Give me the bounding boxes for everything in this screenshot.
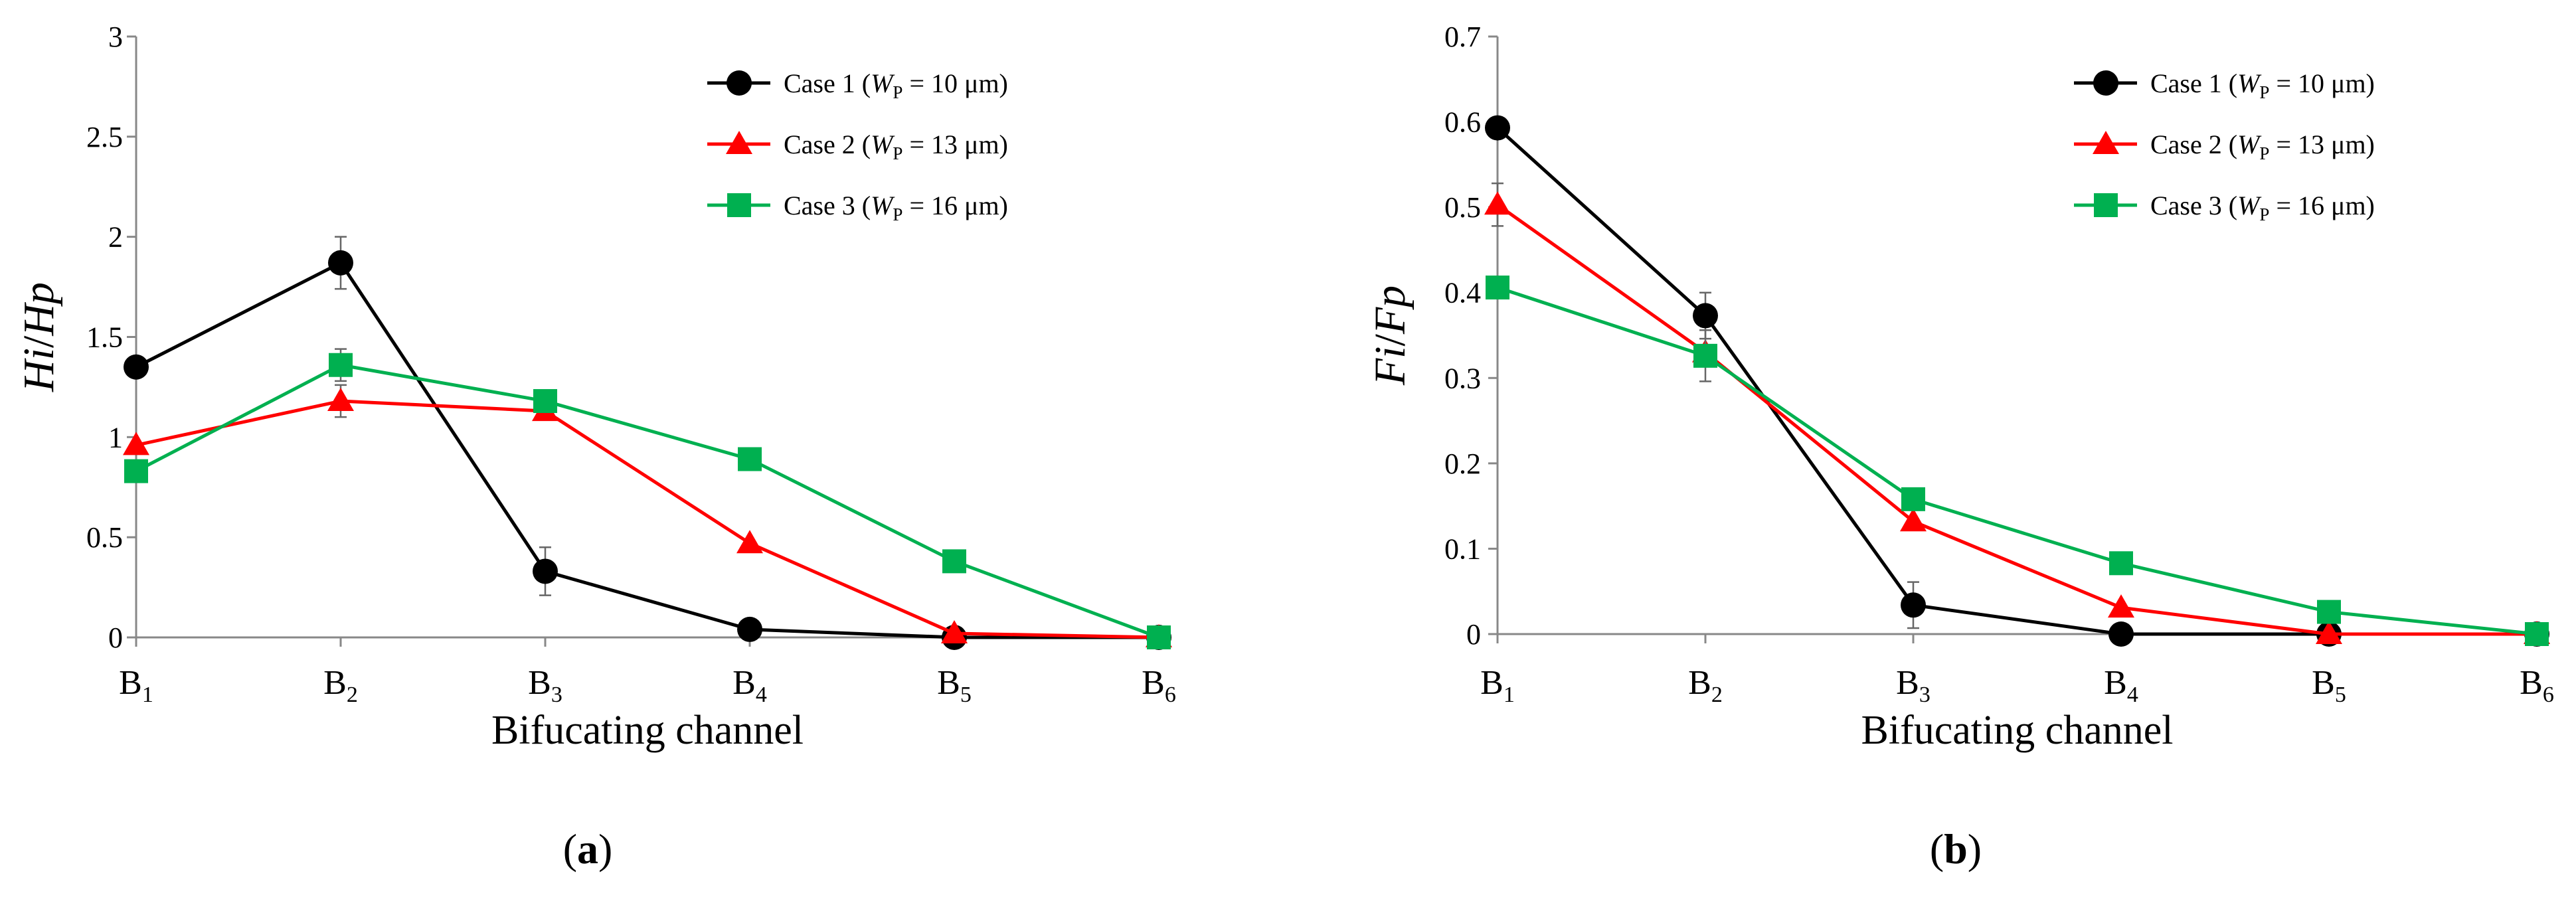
legend-marker	[2093, 131, 2119, 154]
x-tick-label: B4	[732, 664, 767, 707]
legend-label: Case 1 (WP = 10 μm)	[2150, 68, 2375, 102]
series-line	[1497, 286, 2537, 636]
legend-marker	[726, 131, 752, 154]
y-axis-title: Hi/Hp	[15, 282, 63, 392]
y-tick-label: 0.5	[86, 521, 123, 554]
data-point	[736, 530, 763, 554]
y-tick-label: 0.1	[1444, 532, 1481, 565]
x-tick-label: B4	[2104, 664, 2138, 707]
chart-panel-b: 0 0.1 0.2 0.3 0.4 0.5 0.6 0.7 B1 B2 B3 B4 B5 B6 Bifuca…	[1366, 21, 2554, 872]
series-line	[135, 260, 1159, 639]
x-axis-title: Bifucating channel	[491, 708, 804, 753]
legend-label: Case 3 (WP = 16 μm)	[784, 191, 1008, 224]
data-point	[123, 432, 149, 455]
legend-item-3: Case 3 (WP = 16 μm)	[2074, 191, 2375, 224]
series-2	[123, 384, 1172, 647]
x-tick-label: B6	[2520, 664, 2554, 707]
data-point	[327, 388, 354, 412]
data-point	[533, 389, 557, 414]
x-tick-label: B6	[1142, 664, 1176, 707]
x-tick-label: B1	[119, 664, 153, 707]
x-tick-label: B1	[1480, 664, 1515, 707]
data-point	[1147, 625, 1171, 649]
y-tick-label: 0	[108, 621, 123, 654]
y-tick-label: 3	[108, 21, 123, 53]
panel-label: (a)	[563, 825, 613, 872]
data-point	[1485, 115, 1510, 141]
chart-panel-a: 0 0.5 1 1.5 2 2.5 3 B1 B2 B3 B4 B5 B6 Bifucating chan…	[15, 21, 1176, 872]
data-point	[1901, 592, 1926, 618]
data-point	[1484, 191, 1511, 215]
x-axis-title: Bifucating channel	[1861, 708, 2174, 753]
y-tick-label: 2.5	[86, 121, 123, 153]
y-tick-label: 2	[108, 221, 123, 254]
series-line	[1496, 203, 2537, 636]
data-point	[328, 250, 353, 276]
legend-label: Case 2 (WP = 13 μm)	[2150, 129, 2375, 163]
x-tick-label: B2	[1688, 664, 1723, 707]
data-point	[533, 558, 558, 584]
y-tick-label: 0.4	[1444, 277, 1481, 309]
y-tick-label: 0	[1466, 618, 1481, 651]
data-point	[1900, 508, 1927, 532]
legend-item-1: Case 1 (WP = 10 μm)	[707, 68, 1008, 102]
data-point	[2108, 594, 2134, 618]
series-2	[1484, 182, 2550, 644]
legend-label: Case 2 (WP = 13 μm)	[784, 129, 1008, 163]
panel-label: (b)	[1930, 825, 1982, 872]
data-point	[124, 354, 149, 380]
y-axis-title: Fi/Fp	[1366, 286, 1415, 386]
data-point	[1901, 487, 1925, 511]
data-point	[2525, 622, 2549, 646]
series-1	[124, 236, 1171, 650]
legend-label: Case 1 (WP = 10 μm)	[784, 68, 1008, 102]
legend: Case 1 (WP = 10 μm) Case 2 (WP = 13 μm) Ca…	[707, 68, 1008, 224]
data-point	[941, 619, 968, 643]
y-tick-label: 1	[108, 421, 123, 453]
data-point	[1693, 303, 1718, 329]
y-tick-label: 0.3	[1444, 362, 1481, 394]
data-point	[942, 549, 966, 574]
y-tick-label: 0.6	[1444, 106, 1481, 139]
data-point	[738, 447, 762, 471]
data-point	[2108, 621, 2134, 647]
data-point	[2317, 600, 2341, 624]
data-point	[329, 353, 353, 377]
legend-marker	[727, 193, 751, 217]
x-tick-label: B5	[937, 664, 972, 707]
y-tick-label: 1.5	[86, 321, 123, 354]
legend-item-1: Case 1 (WP = 10 μm)	[2074, 68, 2375, 102]
data-point	[2109, 551, 2133, 576]
data-point	[737, 616, 762, 642]
legend-item-2: Case 2 (WP = 13 μm)	[707, 129, 1008, 163]
legend: Case 1 (WP = 10 μm) Case 2 (WP = 13 μm) Ca…	[2074, 68, 2375, 224]
legend-marker	[727, 70, 752, 96]
data-point	[1486, 276, 1509, 299]
x-tick-label: B3	[528, 664, 562, 707]
legend-marker	[2093, 70, 2118, 96]
series-line	[1496, 126, 2537, 636]
series-1	[1485, 115, 2549, 647]
legend-item-3: Case 3 (WP = 16 μm)	[707, 191, 1008, 224]
x-tick-label: B3	[1896, 664, 1931, 707]
x-tick-label: B2	[323, 664, 358, 707]
series-line	[135, 399, 1159, 639]
y-tick-label: 0.2	[1444, 448, 1481, 480]
data-point	[124, 459, 148, 483]
legend-marker	[2094, 193, 2118, 217]
x-tick-label: B5	[2312, 664, 2346, 707]
series-3	[124, 348, 1171, 649]
legend-item-2: Case 2 (WP = 13 μm)	[2074, 129, 2375, 163]
series-3	[1486, 276, 2549, 646]
data-point	[1693, 343, 1717, 368]
data-point	[2316, 621, 2342, 644]
y-tick-label: 0.7	[1444, 21, 1481, 53]
legend-label: Case 3 (WP = 16 μm)	[2150, 191, 2375, 224]
y-tick-label: 0.5	[1444, 191, 1481, 224]
series-line	[135, 363, 1159, 639]
